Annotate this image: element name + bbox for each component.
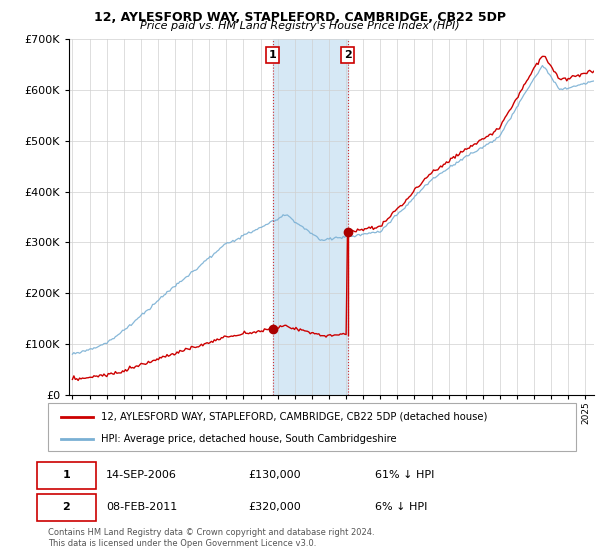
Text: 61% ↓ HPI: 61% ↓ HPI xyxy=(376,470,435,480)
Text: 1: 1 xyxy=(269,50,277,60)
Text: 12, AYLESFORD WAY, STAPLEFORD, CAMBRIDGE, CB22 5DP (detached house): 12, AYLESFORD WAY, STAPLEFORD, CAMBRIDGE… xyxy=(101,412,487,422)
Text: Contains HM Land Registry data © Crown copyright and database right 2024.
This d: Contains HM Land Registry data © Crown c… xyxy=(48,528,374,548)
Text: HPI: Average price, detached house, South Cambridgeshire: HPI: Average price, detached house, Sout… xyxy=(101,434,397,444)
FancyBboxPatch shape xyxy=(37,462,95,489)
Text: 1: 1 xyxy=(62,470,70,480)
Text: 14-SEP-2006: 14-SEP-2006 xyxy=(106,470,177,480)
FancyBboxPatch shape xyxy=(48,403,576,451)
Text: 2: 2 xyxy=(62,502,70,512)
FancyBboxPatch shape xyxy=(37,494,95,521)
Text: £130,000: £130,000 xyxy=(248,470,301,480)
Text: 2: 2 xyxy=(344,50,352,60)
Text: 08-FEB-2011: 08-FEB-2011 xyxy=(106,502,178,512)
Text: 12, AYLESFORD WAY, STAPLEFORD, CAMBRIDGE, CB22 5DP: 12, AYLESFORD WAY, STAPLEFORD, CAMBRIDGE… xyxy=(94,11,506,24)
Text: Price paid vs. HM Land Registry's House Price Index (HPI): Price paid vs. HM Land Registry's House … xyxy=(140,21,460,31)
Text: 6% ↓ HPI: 6% ↓ HPI xyxy=(376,502,428,512)
Text: £320,000: £320,000 xyxy=(248,502,301,512)
